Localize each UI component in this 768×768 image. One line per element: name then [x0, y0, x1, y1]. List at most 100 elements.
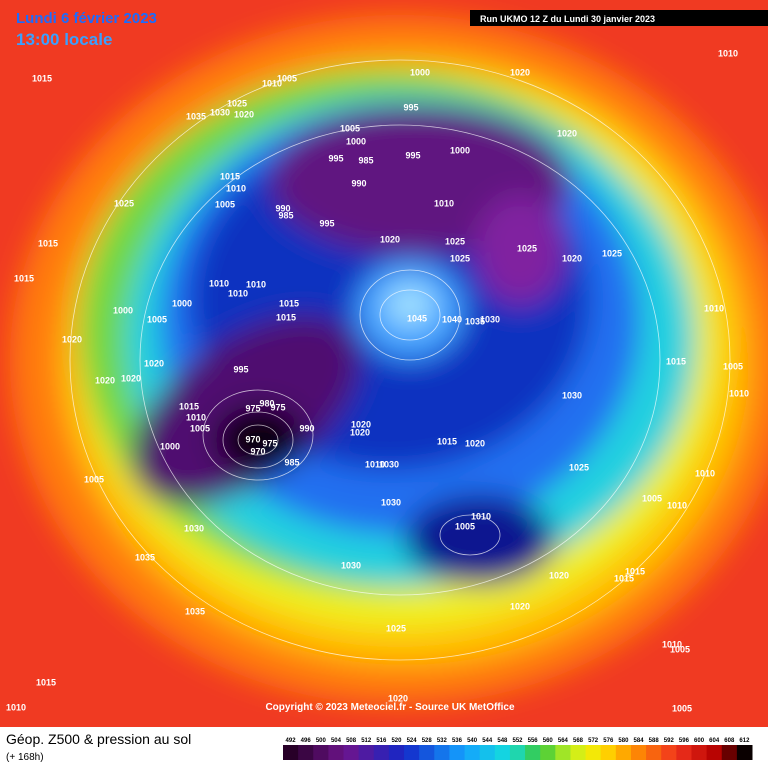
pressure-label: 980 [259, 398, 274, 408]
scale-label: 496 [301, 738, 312, 744]
pressure-label: 1020 [144, 358, 164, 368]
pressure-label: 1020 [510, 601, 530, 611]
scale-label: 576 [603, 738, 614, 744]
scale-label: 588 [649, 738, 660, 744]
scale-label: 608 [724, 738, 735, 744]
scale-label: 548 [497, 738, 508, 744]
scale-swatch [646, 745, 662, 760]
color-scale: 492 496 500 504 508 512 516 520 524 528 532 536 540 5… [283, 738, 753, 760]
pressure-label: 990 [299, 423, 314, 433]
pressure-label: 1010 [186, 412, 206, 422]
pressure-label: 970 [250, 446, 265, 456]
scale-label: 504 [331, 738, 342, 744]
pressure-label: 1035 [185, 606, 205, 616]
pressure-label: 1035 [186, 111, 206, 121]
scale-swatch [283, 745, 299, 760]
pressure-label: 1025 [450, 253, 470, 263]
copyright: Copyright © 2023 Meteociel.fr - Source U… [265, 702, 515, 713]
pressure-label: 1010 [434, 198, 454, 208]
scale-swatch [540, 745, 556, 760]
pressure-label: 1015 [14, 273, 34, 283]
scale-swatch [736, 745, 753, 760]
pressure-label: 1015 [220, 171, 240, 181]
pressure-label: 1010 [365, 459, 385, 469]
pressure-label: 995 [233, 364, 248, 374]
scale-label: 580 [618, 738, 629, 744]
scale-swatch [358, 745, 375, 760]
pressure-label: 1015 [36, 677, 56, 687]
pressure-label: 1015 [32, 73, 52, 83]
scale-swatch [525, 745, 541, 760]
pressure-label: 1020 [121, 373, 141, 383]
scale-label: 592 [664, 738, 675, 744]
pressure-label: 1020 [549, 570, 569, 580]
pressure-label: 1035 [465, 316, 485, 326]
pressure-label: 995 [403, 102, 418, 112]
scale-label: 544 [482, 738, 493, 744]
pressure-label: 1010 [226, 183, 246, 193]
pressure-label: 1025 [602, 248, 622, 258]
pressure-label: 1015 [179, 401, 199, 411]
pressure-label: 1020 [350, 427, 370, 437]
pressure-label: 1030 [480, 314, 500, 324]
pressure-label: 995 [405, 150, 420, 160]
scale-swatch [509, 745, 526, 760]
pressure-label: 1025 [114, 198, 134, 208]
pressure-label: 1005 [340, 123, 360, 133]
run-box [470, 10, 768, 26]
pressure-label: 1035 [135, 552, 155, 562]
pressure-label: 1020 [351, 419, 371, 429]
scale-label: 540 [467, 738, 478, 744]
scale-swatch [676, 745, 692, 760]
pressure-label: 1005 [190, 423, 210, 433]
pressure-label: 1020 [95, 375, 115, 385]
scale-label: 500 [316, 738, 327, 744]
pressure-label: 975 [270, 402, 285, 412]
pressure-label: 1000 [113, 305, 133, 315]
pressure-label: 1045 [407, 313, 427, 323]
scale-swatch [706, 745, 723, 760]
pressure-label: 1005 [277, 73, 297, 83]
scale-swatch [419, 745, 435, 760]
scale-swatch [464, 745, 481, 760]
pressure-label: 1030 [341, 560, 361, 570]
pressure-label: 1025 [445, 236, 465, 246]
pressure-label: 970 [245, 434, 260, 444]
scale-label: 512 [361, 738, 372, 744]
scale-swatch [494, 745, 511, 760]
scale-swatch [570, 745, 587, 760]
pressure-label: 1000 [450, 145, 470, 155]
pressure-label: 990 [275, 203, 290, 213]
scale-label: 532 [437, 738, 448, 744]
scale-swatch [630, 745, 647, 760]
scale-label: 600 [694, 738, 705, 744]
scale-swatch [721, 745, 738, 760]
pressure-label: 1030 [562, 390, 582, 400]
pressure-label: 1015 [279, 298, 299, 308]
pressure-label: 975 [262, 438, 277, 448]
pressure-label: 1020 [388, 693, 408, 703]
scale-label: 604 [709, 738, 720, 744]
scale-label: 508 [346, 738, 357, 744]
scale-swatch [691, 745, 708, 760]
scale-label: 596 [679, 738, 690, 744]
scale-label: 572 [588, 738, 599, 744]
scale-label: 564 [558, 738, 569, 744]
pressure-label: 1000 [160, 441, 180, 451]
pressure-label: 1015 [38, 238, 58, 248]
pressure-label: 1015 [437, 436, 457, 446]
scale-label: 560 [543, 738, 554, 744]
pressure-label: 1015 [625, 566, 645, 576]
pressure-label: 1025 [227, 98, 247, 108]
scale-swatch [343, 745, 360, 760]
scale-label: 568 [573, 738, 584, 744]
pressure-label: 1020 [380, 234, 400, 244]
scale-swatch [479, 745, 496, 760]
scale-swatch [661, 745, 677, 760]
forecast-date: Lundi 6 février 2023 [16, 10, 157, 27]
pressure-label: 1005 [672, 703, 692, 713]
pressure-label: 1030 [210, 107, 230, 117]
pressure-label: 1005 [84, 474, 104, 484]
scale-label: 528 [422, 738, 433, 744]
